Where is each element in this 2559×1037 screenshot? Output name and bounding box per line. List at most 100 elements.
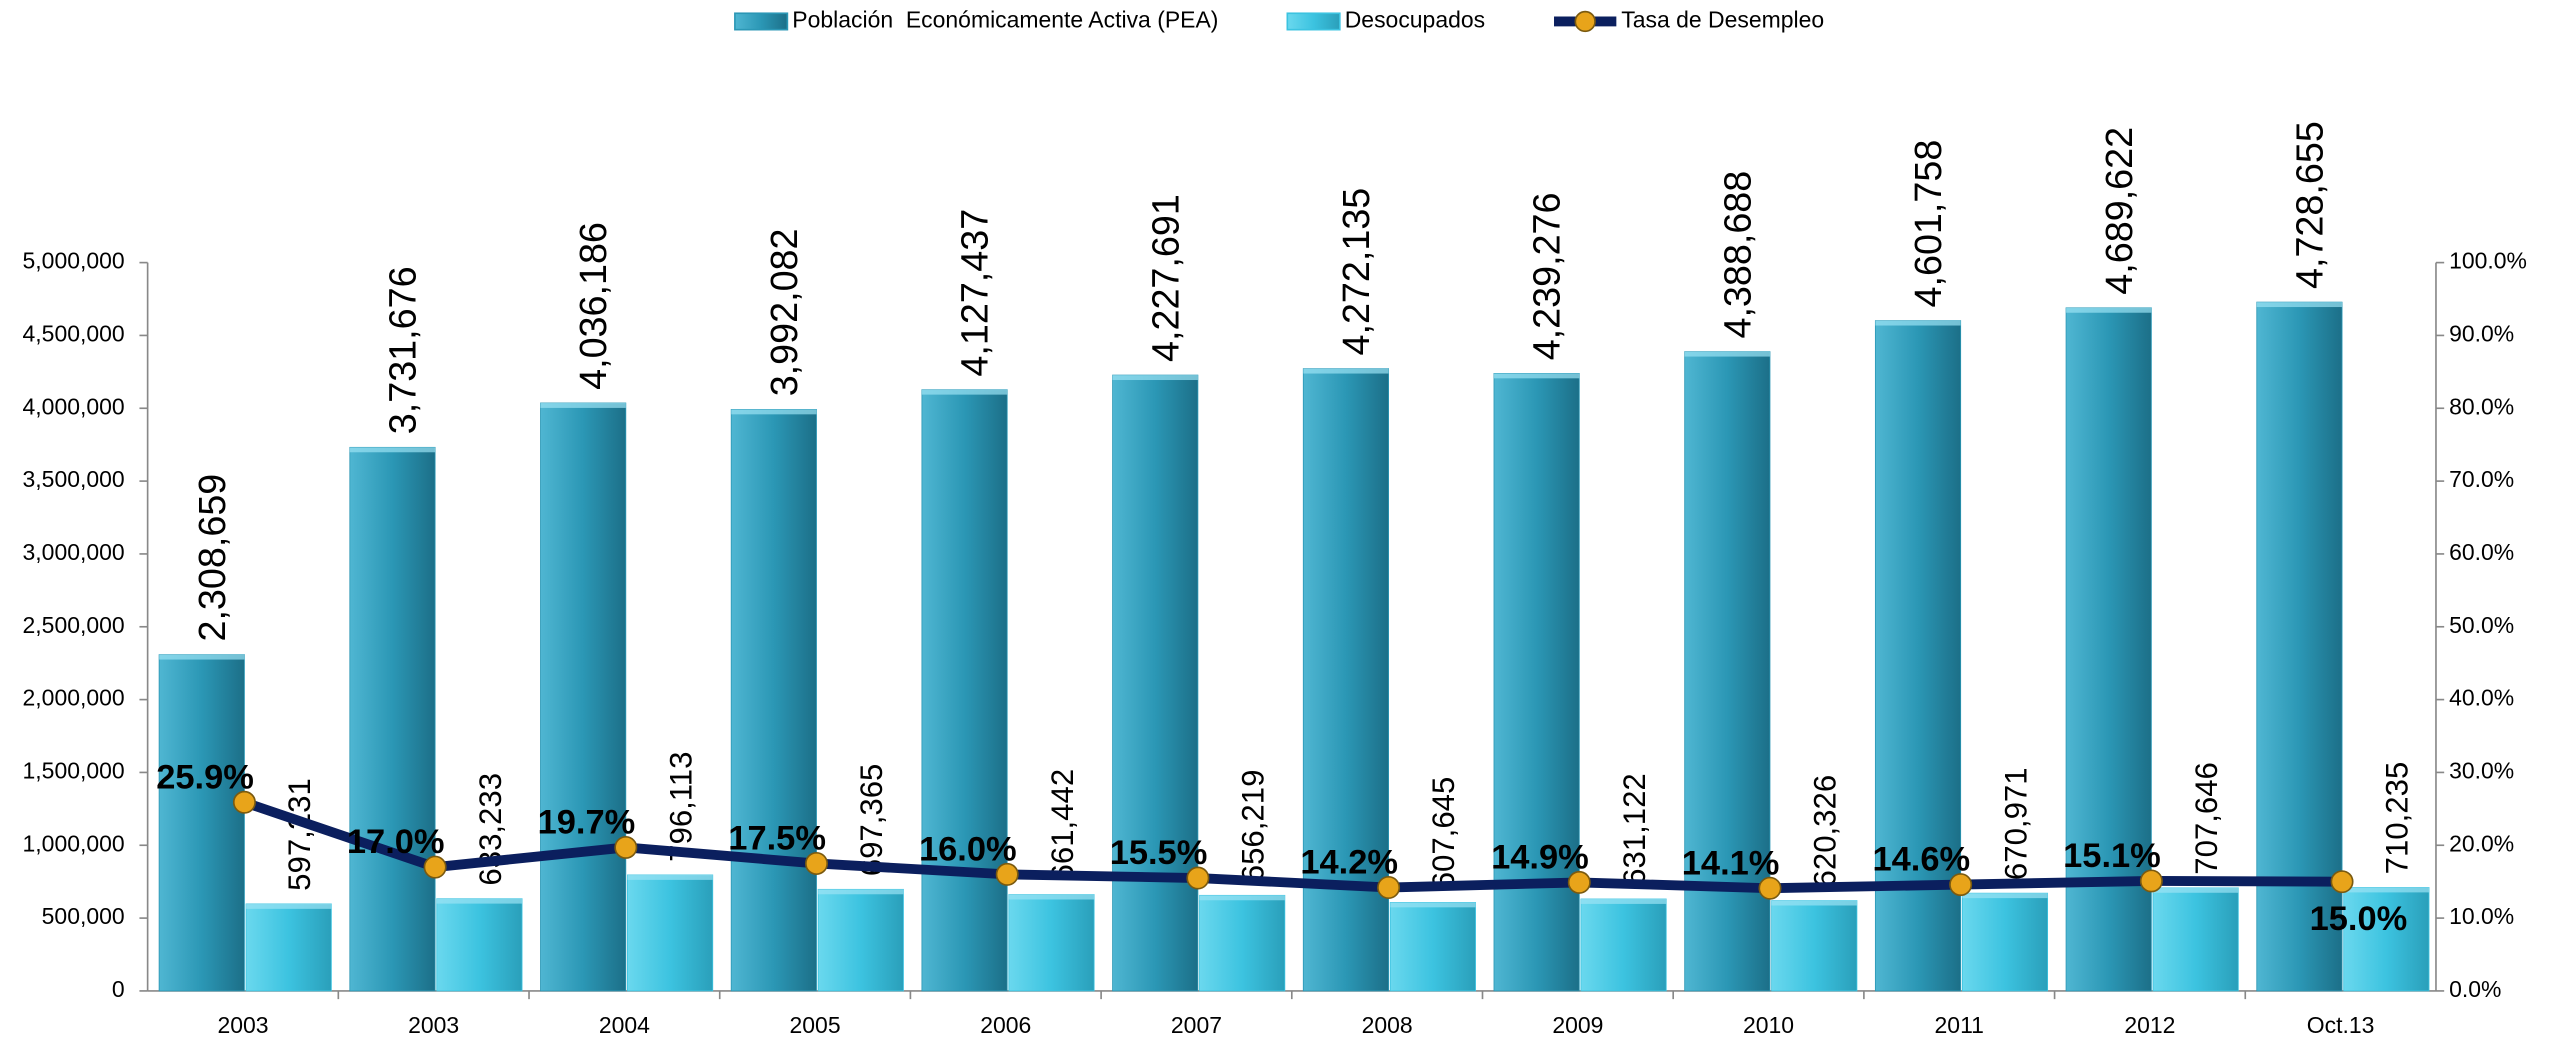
data-label: 4,388,688 bbox=[1716, 171, 1758, 339]
x-tick-label: Oct.13 bbox=[2307, 1012, 2375, 1037]
x-tick-label: 2011 bbox=[1935, 1012, 1984, 1037]
y2-tick-label: 100.0% bbox=[2449, 248, 2527, 274]
rate-marker bbox=[1758, 876, 1782, 900]
rate-marker bbox=[2330, 870, 2354, 894]
y-tick-label: 3,000,000 bbox=[23, 539, 125, 565]
x-tick-label: 2007 bbox=[1171, 1012, 1222, 1037]
rate-label: 14.9% bbox=[1491, 839, 1589, 877]
bar bbox=[2065, 307, 2152, 992]
bar-cap bbox=[1962, 893, 2048, 899]
bar-cap bbox=[436, 898, 523, 904]
data-label: 656,219 bbox=[1236, 770, 1271, 883]
data-label: 4,272,135 bbox=[1335, 188, 1377, 356]
data-label: 4,239,276 bbox=[1526, 192, 1568, 360]
x-tick-label: 2006 bbox=[980, 1012, 1031, 1037]
bar-cap bbox=[2256, 302, 2343, 308]
y-tick-label: 4,500,000 bbox=[23, 320, 125, 346]
rate-marker bbox=[1377, 876, 1401, 899]
y2-tick-label: 80.0% bbox=[2449, 393, 2514, 419]
bar bbox=[2256, 301, 2343, 992]
bar-cap bbox=[540, 402, 626, 408]
bar-cap bbox=[1493, 373, 1580, 379]
legend-label: Tasa de Desempleo bbox=[1621, 7, 1824, 33]
legend-marker bbox=[1574, 10, 1596, 33]
rate-label: 17.0% bbox=[347, 823, 445, 861]
bar bbox=[1684, 351, 1771, 992]
legend-label: Población Económicamente Activa (PEA) bbox=[792, 7, 1218, 33]
bar-cap bbox=[2153, 887, 2239, 893]
y2-tick-label: 50.0% bbox=[2449, 612, 2514, 638]
x-tick-label: 2012 bbox=[2124, 1012, 2175, 1037]
data-label: 607,645 bbox=[1426, 777, 1461, 890]
bar bbox=[436, 898, 523, 992]
y2-tick-label: 70.0% bbox=[2449, 466, 2514, 492]
legend-label: Desocupados bbox=[1345, 7, 1485, 33]
bar-cap bbox=[731, 409, 817, 415]
y-tick-label: 1,500,000 bbox=[23, 757, 125, 783]
rate-label: 19.7% bbox=[538, 804, 636, 842]
data-label: 633,233 bbox=[473, 773, 508, 886]
rate-line bbox=[242, 797, 2343, 894]
y-tick-label: 2,000,000 bbox=[23, 685, 125, 711]
rate-marker bbox=[995, 862, 1019, 886]
data-label: 2,308,659 bbox=[191, 474, 233, 642]
bar bbox=[2343, 887, 2430, 992]
y2-tick-label: 60.0% bbox=[2449, 539, 2514, 565]
bar-cap bbox=[1390, 902, 1476, 908]
data-label: 4,036,186 bbox=[572, 222, 614, 390]
bar-cap bbox=[2343, 887, 2429, 893]
bar bbox=[1961, 892, 2049, 992]
bar-cap bbox=[1684, 351, 1770, 357]
bar-cap bbox=[921, 389, 1008, 395]
bar bbox=[349, 446, 436, 992]
bar-cap bbox=[1008, 894, 1095, 900]
x-tick-label: 2003 bbox=[217, 1012, 268, 1037]
rate-marker bbox=[2139, 869, 2163, 893]
bar-cap bbox=[1112, 375, 1198, 381]
bar-cap bbox=[1771, 900, 1857, 906]
data-label: 4,127,437 bbox=[954, 209, 996, 377]
y-tick-label: 1,000,000 bbox=[23, 830, 125, 856]
bar bbox=[1199, 894, 1286, 992]
bar bbox=[158, 654, 245, 992]
bar bbox=[1493, 373, 1580, 992]
bar-cap bbox=[1875, 320, 1961, 326]
rate-marker bbox=[423, 855, 447, 879]
data-label: 707,646 bbox=[2189, 762, 2224, 875]
bar bbox=[1580, 898, 1667, 992]
y2-tick-label: 40.0% bbox=[2449, 685, 2514, 711]
rate-label: 15.1% bbox=[2063, 837, 2161, 875]
bar-cap bbox=[349, 447, 436, 453]
data-label: 661,442 bbox=[1045, 769, 1080, 882]
y-tick-label: 5,000,000 bbox=[23, 248, 125, 274]
bar-cap bbox=[1303, 368, 1389, 374]
y-tick-label: 4,000,000 bbox=[23, 393, 125, 419]
bar-cap bbox=[627, 874, 713, 880]
y2-tick-label: 90.0% bbox=[2449, 320, 2514, 346]
x-tick-label: 2004 bbox=[599, 1012, 650, 1037]
bar-cap bbox=[818, 889, 904, 895]
y-tick-label: 2,500,000 bbox=[23, 612, 125, 638]
rate-marker bbox=[1186, 866, 1210, 890]
bar-cap bbox=[1199, 895, 1285, 901]
rate-marker bbox=[232, 790, 256, 814]
bar bbox=[1008, 894, 1095, 992]
data-label: 631,122 bbox=[1617, 773, 1652, 886]
data-label: 3,731,676 bbox=[382, 266, 424, 434]
y-tick-label: 3,500,000 bbox=[23, 466, 125, 492]
rate-label: 14.1% bbox=[1682, 844, 1780, 882]
x-tick-label: 2010 bbox=[1743, 1012, 1794, 1037]
data-label: 697,365 bbox=[854, 764, 889, 877]
bar bbox=[730, 409, 817, 992]
y2-tick-label: 20.0% bbox=[2449, 830, 2514, 856]
bar bbox=[245, 903, 332, 992]
y2-tick-label: 0.0% bbox=[2449, 976, 2501, 1002]
rate-label: 14.2% bbox=[1300, 844, 1398, 882]
rate-label: 16.0% bbox=[919, 831, 1017, 869]
x-tick-label: 2008 bbox=[1362, 1012, 1413, 1037]
bar bbox=[1874, 320, 1962, 992]
legend-swatch bbox=[734, 12, 789, 31]
data-label: 4,227,691 bbox=[1144, 194, 1186, 362]
bar bbox=[1112, 374, 1199, 992]
rate-label: 17.5% bbox=[728, 820, 826, 858]
